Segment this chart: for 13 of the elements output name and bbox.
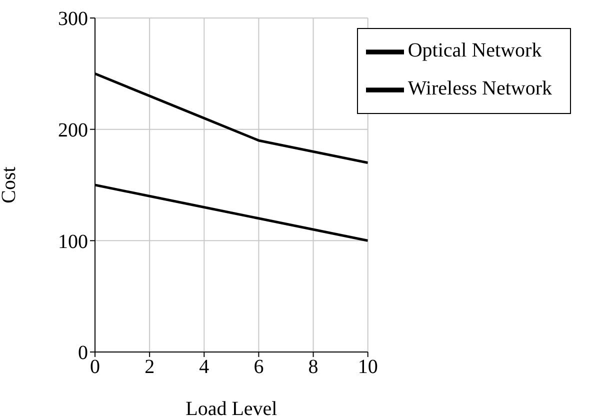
- x-tick-label: 10: [358, 356, 378, 378]
- x-tick-label: 4: [199, 356, 210, 378]
- x-tick-label: 2: [144, 356, 155, 378]
- x-tick-label: 8: [308, 356, 318, 378]
- y-tick-label: 100: [58, 230, 88, 253]
- legend-label: Wireless Network: [408, 78, 552, 100]
- y-tick-label: 200: [58, 119, 88, 142]
- legend-label: Optical Network: [408, 40, 542, 62]
- x-tick-label: 6: [254, 356, 264, 378]
- y-tick-label: 0: [78, 342, 88, 364]
- y-axis-title: Cost: [0, 166, 20, 204]
- x-axis-title: Load Level: [186, 398, 278, 417]
- y-tick-label: 300: [58, 8, 88, 30]
